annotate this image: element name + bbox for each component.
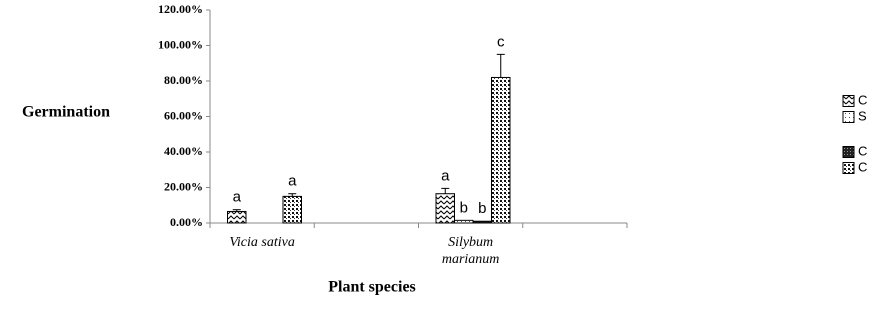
significance-letter: a <box>233 189 242 206</box>
legend-label: S <box>858 108 867 123</box>
significance-letter: b <box>478 200 486 217</box>
legend-swatch <box>842 111 855 123</box>
bar <box>227 210 247 224</box>
x-tick-label: Vicia sativa <box>229 235 295 250</box>
significance-letter: a <box>441 167 450 184</box>
significance-letter: b <box>460 199 468 216</box>
x-tick-label: Silybum marianum <box>441 235 500 267</box>
y-tick-label: 100.00% <box>158 37 203 51</box>
legend-label: C <box>858 159 867 174</box>
significance-letter: a <box>288 173 297 190</box>
bar <box>472 220 492 224</box>
y-tick-label: 60.00% <box>164 108 203 122</box>
bar <box>454 219 474 224</box>
y-tick-label: 120.00% <box>158 2 203 16</box>
bar <box>435 193 455 224</box>
legend-label: C <box>858 92 867 107</box>
significance-letter: c <box>497 33 505 50</box>
y-tick-label: 40.00% <box>164 144 203 158</box>
legend-label: C <box>858 143 867 158</box>
bar <box>282 195 302 224</box>
legend-swatch <box>842 146 855 158</box>
legend-swatch <box>842 162 855 174</box>
x-axis-title: Plant species <box>328 279 416 296</box>
y-tick-label: 20.00% <box>164 179 203 193</box>
bar <box>491 76 511 224</box>
y-axis-title: Germination <box>22 104 110 121</box>
legend-swatch <box>842 95 855 107</box>
y-tick-label: 80.00% <box>164 73 203 87</box>
y-tick-label: 0.00% <box>170 215 203 229</box>
